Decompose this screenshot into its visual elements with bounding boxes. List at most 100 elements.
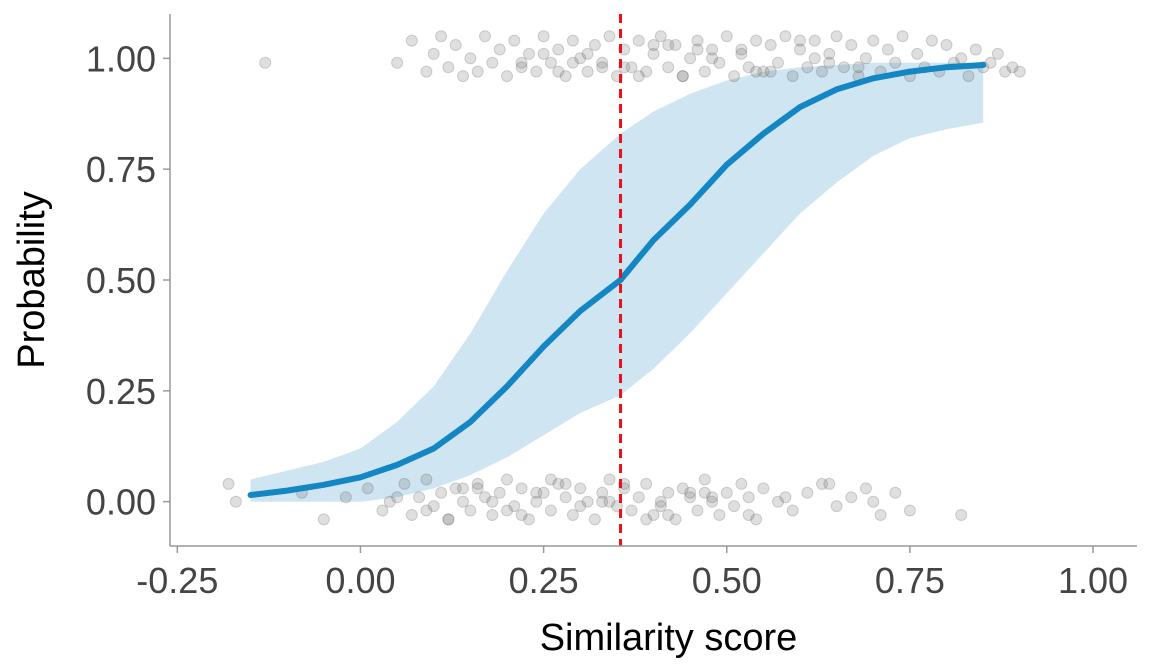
data-point-outcome-0 [427,500,440,513]
data-point-outcome-0 [471,482,484,495]
data-point-outcome-0 [654,500,667,513]
data-point-outcome-1 [640,65,653,78]
data-point-outcome-0 [903,504,916,517]
fitted-curve-layer [247,62,987,498]
data-point-outcome-0 [420,504,433,517]
data-point-outcome-1 [991,47,1004,60]
data-point-outcome-0 [728,500,741,513]
data-point-outcome-1 [742,61,755,74]
data-point-outcome-0 [955,509,968,521]
data-point-outcome-1 [625,61,638,74]
data-point-outcome-0 [435,486,448,499]
data-point-outcome-1 [552,65,565,78]
data-point-outcome-0 [501,473,513,486]
data-point-outcome-1 [596,61,609,74]
data-point-outcome-1 [801,61,814,74]
data-point-outcome-1 [823,56,836,69]
data-point-outcome-0 [684,486,697,499]
data-point-outcome-0 [786,504,799,517]
data-point-outcome-0 [530,486,543,499]
data-point-outcome-1 [984,56,997,69]
data-point-outcome-0 [317,513,330,526]
data-point-outcome-0 [706,491,719,504]
data-point-outcome-0 [442,513,455,526]
data-point-outcome-0 [486,509,499,521]
data-point-outcome-1 [706,52,719,65]
data-point-outcome-1 [559,70,572,83]
x-tick-label: 0.50 [692,560,762,601]
data-point-outcome-1 [969,43,982,56]
jittered-points-layer [222,30,1026,526]
data-point-outcome-1 [457,70,469,83]
data-point-outcome-0 [515,482,528,495]
data-point-outcome-1 [713,56,726,69]
axes-layer [163,14,1137,553]
data-point-outcome-0 [713,509,726,521]
data-point-outcome-1 [1006,61,1019,74]
data-point-outcome-1 [816,65,828,78]
data-point-outcome-0 [757,482,770,495]
data-point-outcome-1 [523,47,535,60]
data-point-outcome-1 [259,56,272,69]
data-point-outcome-0 [801,486,814,499]
fitted-probability-curve [247,62,987,498]
data-point-outcome-1 [566,34,579,47]
data-point-outcome-0 [625,504,638,517]
data-point-outcome-0 [662,509,675,521]
data-point-outcome-1 [808,34,821,47]
data-point-outcome-1 [552,43,565,56]
data-point-outcome-1 [405,34,418,47]
data-point-outcome-1 [654,30,667,43]
data-point-outcome-1 [830,30,843,43]
data-point-outcome-1 [603,30,616,43]
data-point-outcome-0 [464,504,477,517]
data-point-outcome-0 [662,486,675,499]
data-point-outcome-1 [764,65,777,78]
data-point-outcome-1 [764,39,777,51]
data-point-outcome-1 [859,52,872,65]
data-point-outcome-1 [691,43,704,56]
data-point-outcome-1 [581,65,594,78]
data-point-outcome-0 [640,477,653,490]
data-point-outcome-1 [757,65,770,78]
data-point-outcome-0 [493,486,506,499]
data-point-outcome-0 [515,509,528,521]
data-point-outcome-1 [544,56,557,69]
data-point-outcome-1 [471,65,484,78]
data-point-outcome-0 [574,482,587,495]
x-tick-label: -0.25 [136,560,218,601]
data-point-outcome-1 [925,34,938,47]
data-point-outcome-0 [530,495,543,508]
data-point-outcome-1 [808,52,821,65]
y-tick-label: 0.00 [86,482,156,523]
data-point-outcome-1 [486,56,499,69]
data-point-outcome-0 [698,473,711,486]
data-point-outcome-0 [610,500,623,513]
data-point-outcome-0 [676,482,689,495]
data-point-outcome-0 [361,482,374,495]
data-point-outcome-0 [383,495,396,508]
data-point-outcome-1 [955,52,968,65]
data-point-outcome-0 [552,477,565,490]
data-point-outcome-0 [816,477,828,490]
data-point-outcome-1 [537,47,550,60]
data-point-outcome-1 [662,39,675,51]
data-point-outcome-1 [896,30,909,43]
data-point-outcome-1 [530,65,543,78]
data-point-outcome-0 [889,486,902,499]
data-point-outcome-1 [684,52,697,65]
y-axis-title: Probability [11,191,53,368]
data-point-outcome-0 [420,473,433,486]
data-point-outcome-0 [508,500,521,513]
data-point-outcome-0 [339,491,352,504]
data-point-outcome-0 [544,473,557,486]
data-point-outcome-1 [794,43,806,56]
data-point-outcome-0 [479,491,491,504]
x-tick-label: 0.25 [509,560,579,601]
data-point-outcome-1 [750,34,763,47]
data-point-outcome-0 [566,509,579,521]
y-tick-label: 0.25 [86,371,156,412]
data-point-outcome-1 [911,47,924,60]
data-point-outcome-1 [479,30,491,43]
x-tick-label: 0.00 [325,560,395,601]
